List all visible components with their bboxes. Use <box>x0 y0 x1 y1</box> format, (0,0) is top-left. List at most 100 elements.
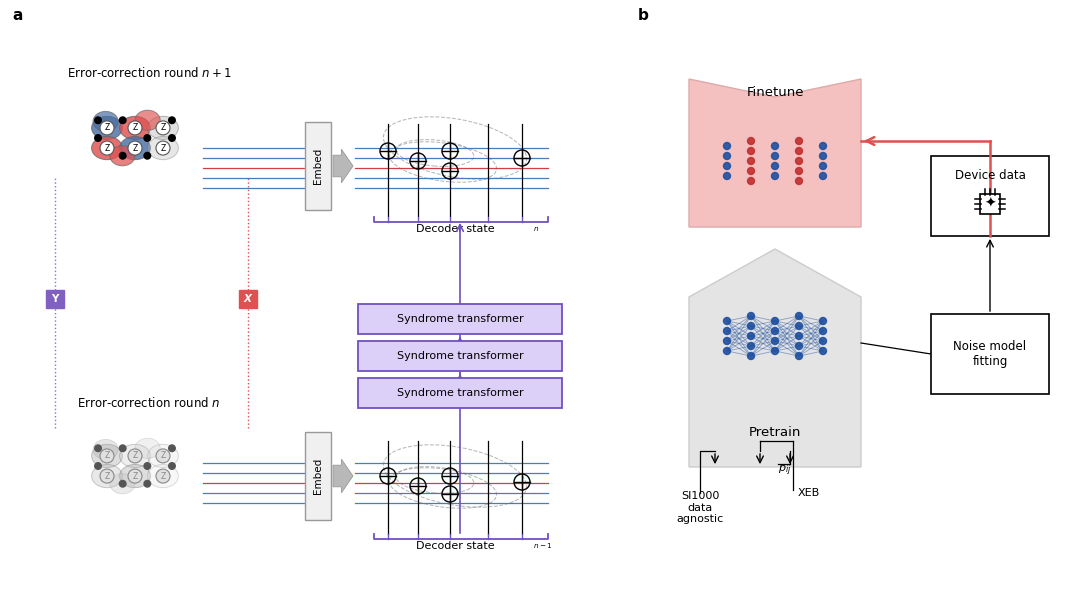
Circle shape <box>820 173 826 179</box>
Ellipse shape <box>135 438 160 458</box>
Circle shape <box>771 162 779 170</box>
Text: $_{n-1}$: $_{n-1}$ <box>534 541 553 551</box>
Circle shape <box>100 121 114 135</box>
FancyBboxPatch shape <box>931 314 1049 394</box>
FancyBboxPatch shape <box>357 341 562 371</box>
Polygon shape <box>333 149 353 183</box>
Ellipse shape <box>120 464 150 488</box>
Text: Noise model
fitting: Noise model fitting <box>954 340 1027 368</box>
Text: XEB: XEB <box>798 488 820 498</box>
Text: Z: Z <box>105 144 110 153</box>
Text: Embed: Embed <box>313 458 323 494</box>
Ellipse shape <box>120 136 150 159</box>
Circle shape <box>94 134 102 142</box>
Circle shape <box>724 173 730 179</box>
Circle shape <box>100 449 114 463</box>
Ellipse shape <box>135 110 160 130</box>
Text: Syndrome transformer: Syndrome transformer <box>396 314 524 324</box>
Ellipse shape <box>92 444 122 467</box>
FancyBboxPatch shape <box>46 290 64 308</box>
Ellipse shape <box>93 112 118 132</box>
Circle shape <box>156 469 170 483</box>
Text: Z: Z <box>160 451 165 461</box>
Text: Z: Z <box>133 471 137 481</box>
Circle shape <box>771 318 779 324</box>
Text: Z: Z <box>105 451 110 461</box>
Text: Device data: Device data <box>955 169 1025 182</box>
Text: $p_{ij}$: $p_{ij}$ <box>778 464 792 478</box>
Circle shape <box>747 322 755 330</box>
Text: SI1000
data
agnostic: SI1000 data agnostic <box>676 491 724 524</box>
Text: Finetune: Finetune <box>746 87 804 99</box>
Circle shape <box>168 116 176 124</box>
Circle shape <box>156 121 170 135</box>
Circle shape <box>94 444 102 452</box>
Circle shape <box>747 333 755 339</box>
Circle shape <box>820 162 826 170</box>
Text: Syndrome transformer: Syndrome transformer <box>396 388 524 398</box>
FancyBboxPatch shape <box>305 432 330 520</box>
Text: Embed: Embed <box>313 148 323 184</box>
Text: Z: Z <box>160 471 165 481</box>
Circle shape <box>820 142 826 150</box>
Ellipse shape <box>110 145 135 166</box>
Ellipse shape <box>92 116 122 139</box>
Text: X: X <box>244 294 252 304</box>
Circle shape <box>747 313 755 319</box>
Circle shape <box>747 178 755 184</box>
FancyBboxPatch shape <box>305 122 330 210</box>
Text: Error-correction round $n$: Error-correction round $n$ <box>78 396 220 410</box>
FancyBboxPatch shape <box>357 378 562 408</box>
Circle shape <box>820 338 826 344</box>
Text: Z: Z <box>133 144 137 153</box>
Circle shape <box>747 167 755 175</box>
Circle shape <box>820 153 826 159</box>
Circle shape <box>820 318 826 324</box>
Circle shape <box>747 158 755 164</box>
Circle shape <box>747 147 755 155</box>
FancyBboxPatch shape <box>980 194 1000 214</box>
Polygon shape <box>333 459 353 493</box>
Circle shape <box>724 338 730 344</box>
Text: Z: Z <box>105 471 110 481</box>
Ellipse shape <box>93 439 118 459</box>
Circle shape <box>796 167 802 175</box>
Circle shape <box>724 327 730 335</box>
Circle shape <box>771 142 779 150</box>
Text: a: a <box>12 8 23 23</box>
FancyBboxPatch shape <box>357 304 562 334</box>
Circle shape <box>156 141 170 155</box>
Circle shape <box>144 152 151 160</box>
Circle shape <box>796 313 802 319</box>
Circle shape <box>119 152 126 160</box>
Circle shape <box>129 469 141 483</box>
Ellipse shape <box>148 444 178 467</box>
Ellipse shape <box>120 444 150 467</box>
Circle shape <box>796 178 802 184</box>
Circle shape <box>144 462 151 470</box>
Ellipse shape <box>92 136 122 159</box>
Polygon shape <box>689 249 861 467</box>
Ellipse shape <box>110 474 135 494</box>
Text: b: b <box>638 8 649 23</box>
Text: ✦: ✦ <box>984 197 996 211</box>
Circle shape <box>796 342 802 350</box>
Circle shape <box>771 173 779 179</box>
Circle shape <box>129 121 141 135</box>
Circle shape <box>724 162 730 170</box>
Circle shape <box>820 347 826 355</box>
Circle shape <box>796 147 802 155</box>
Circle shape <box>129 449 141 463</box>
Circle shape <box>144 134 151 142</box>
Ellipse shape <box>148 116 178 139</box>
Circle shape <box>771 327 779 335</box>
Circle shape <box>747 353 755 359</box>
Text: Decoder state: Decoder state <box>416 541 495 551</box>
Circle shape <box>144 480 151 488</box>
Circle shape <box>724 142 730 150</box>
Text: Syndrome transformer: Syndrome transformer <box>396 351 524 361</box>
Text: Z: Z <box>160 144 165 153</box>
Circle shape <box>168 444 176 452</box>
FancyBboxPatch shape <box>239 290 257 308</box>
Circle shape <box>796 158 802 164</box>
